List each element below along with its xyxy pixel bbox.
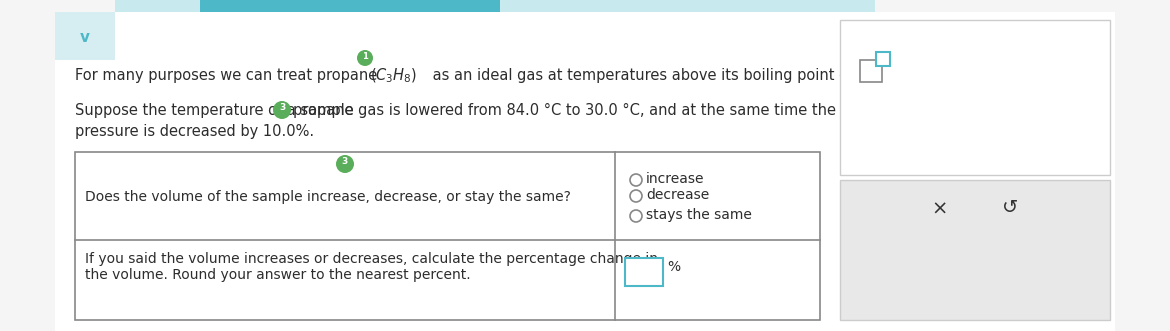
FancyBboxPatch shape xyxy=(200,0,500,12)
Text: stays the same: stays the same xyxy=(646,208,752,222)
Text: $(C_3H_8)$: $(C_3H_8)$ xyxy=(370,67,418,85)
Text: 3: 3 xyxy=(342,157,349,166)
Text: ↺: ↺ xyxy=(1002,199,1018,217)
FancyBboxPatch shape xyxy=(115,0,875,12)
Text: as an ideal gas at temperatures above its boiling point of −42. °C.: as an ideal gas at temperatures above it… xyxy=(428,68,921,83)
FancyBboxPatch shape xyxy=(860,60,882,82)
Text: Suppose the temperature of a sample: Suppose the temperature of a sample xyxy=(75,103,353,118)
Text: the volume. Round your answer to the nearest percent.: the volume. Round your answer to the nea… xyxy=(85,268,470,282)
FancyBboxPatch shape xyxy=(55,12,115,60)
Text: pressure is decreased by 10.0%.: pressure is decreased by 10.0%. xyxy=(75,124,314,139)
Text: ×: × xyxy=(931,200,948,219)
Text: increase: increase xyxy=(646,172,704,186)
FancyBboxPatch shape xyxy=(840,180,1110,320)
Circle shape xyxy=(357,50,373,66)
FancyBboxPatch shape xyxy=(55,12,1115,331)
Circle shape xyxy=(629,174,642,186)
Circle shape xyxy=(336,155,355,173)
Circle shape xyxy=(629,210,642,222)
Text: 1: 1 xyxy=(362,52,367,61)
Text: For many purposes we can treat propane: For many purposes we can treat propane xyxy=(75,68,381,83)
Text: decrease: decrease xyxy=(646,188,709,202)
FancyBboxPatch shape xyxy=(625,258,663,286)
Text: If you said the volume increases or decreases, calculate the percentage change i: If you said the volume increases or decr… xyxy=(85,252,658,266)
FancyBboxPatch shape xyxy=(840,20,1110,175)
FancyBboxPatch shape xyxy=(876,52,890,66)
Text: propane gas is lowered from 84.0 °C to 30.0 °C, and at the same time the: propane gas is lowered from 84.0 °C to 3… xyxy=(292,103,837,118)
Text: v: v xyxy=(80,30,90,45)
Text: Does the volume of the sample increase, decrease, or stay the same?: Does the volume of the sample increase, … xyxy=(85,190,571,204)
Circle shape xyxy=(273,101,291,119)
Text: %: % xyxy=(667,260,680,274)
Text: 3: 3 xyxy=(278,103,285,112)
FancyBboxPatch shape xyxy=(75,152,820,320)
Circle shape xyxy=(629,190,642,202)
